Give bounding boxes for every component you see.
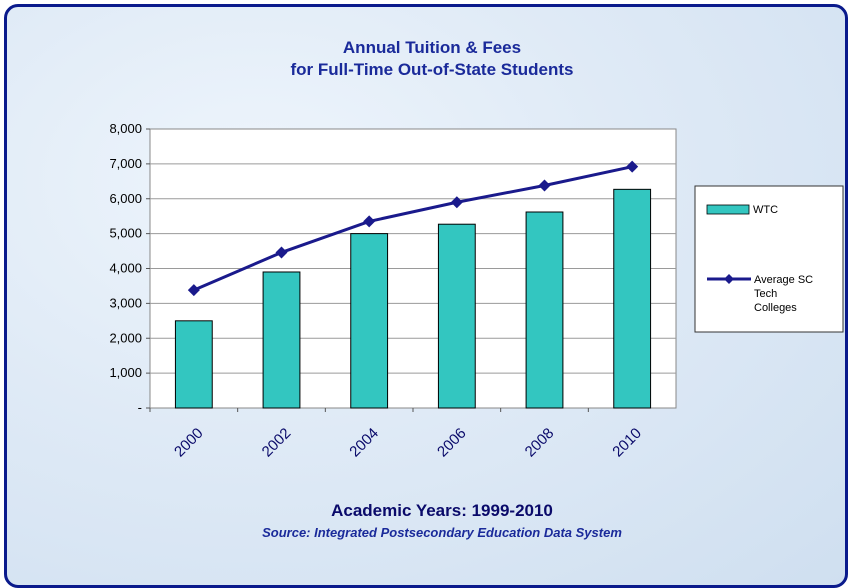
x-axis-label: Academic Years: 1999-2010: [331, 501, 553, 520]
point-average-sc-2002: [275, 246, 288, 259]
x-tick-label-2006: 2006: [434, 425, 470, 461]
bar-wtc-2004: [350, 233, 389, 409]
legend-swatch-average-marker: [724, 274, 734, 284]
y-tick-label: -: [138, 400, 142, 415]
y-tick-label: 5,000: [109, 226, 142, 241]
bar-wtc-2006: [437, 223, 476, 409]
source-note: Source: Integrated Postsecondary Educati…: [262, 525, 622, 540]
chart-frame: Annual Tuition & Fees for Full-Time Out-…: [4, 4, 848, 588]
bar-wtc-2010: [613, 188, 652, 409]
x-axis-ticks: 2000 2002 2004 2006 2008 2010: [149, 408, 645, 461]
point-average-sc-2008: [538, 179, 551, 192]
legend: WTC Average SC Tech Colleges: [694, 185, 844, 333]
legend-swatch-wtc: [706, 204, 750, 215]
point-average-sc-2006: [450, 196, 463, 209]
bar-series: [174, 188, 652, 409]
y-tick-label: 8,000: [109, 121, 142, 136]
legend-label-average-line-3: Colleges: [754, 302, 797, 314]
legend-label-wtc: WTC: [753, 204, 778, 216]
legend-label-average-line-1: Average SC: [754, 274, 813, 286]
x-tick-label-2004: 2004: [346, 425, 382, 461]
chart-title-line-2: for Full-Time Out-of-State Students: [290, 60, 573, 79]
point-average-sc-2010: [626, 160, 639, 173]
line-series: [187, 160, 639, 297]
legend-label-average-line-2: Tech: [754, 288, 777, 300]
y-tick-label: 6,000: [109, 191, 142, 206]
line-average-sc: [193, 165, 633, 292]
bar-wtc-2008: [525, 211, 564, 409]
y-tick-label: 3,000: [109, 295, 142, 310]
chart-svg: Annual Tuition & Fees for Full-Time Out-…: [109, 38, 844, 540]
y-tick-label: 2,000: [109, 330, 142, 345]
y-tick-label: 4,000: [109, 261, 142, 276]
x-tick-label-2000: 2000: [171, 425, 207, 461]
y-axis-ticks: - 1,000 2,000 3,000 4,000 5,000 6,000 7,000 8,00…: [109, 121, 150, 415]
x-tick-label-2010: 2010: [609, 425, 645, 461]
chart-title-line-1: Annual Tuition & Fees: [343, 38, 521, 57]
x-tick-label-2008: 2008: [522, 425, 558, 461]
y-tick-label: 7,000: [109, 156, 142, 171]
point-average-sc-2000: [187, 284, 200, 297]
x-tick-label-2002: 2002: [259, 425, 295, 461]
bar-wtc-2000: [174, 320, 213, 409]
grid-lines: [150, 163, 676, 374]
bar-wtc-2002: [262, 271, 301, 409]
y-tick-label: 1,000: [109, 365, 142, 380]
point-average-sc-2004: [363, 215, 376, 228]
